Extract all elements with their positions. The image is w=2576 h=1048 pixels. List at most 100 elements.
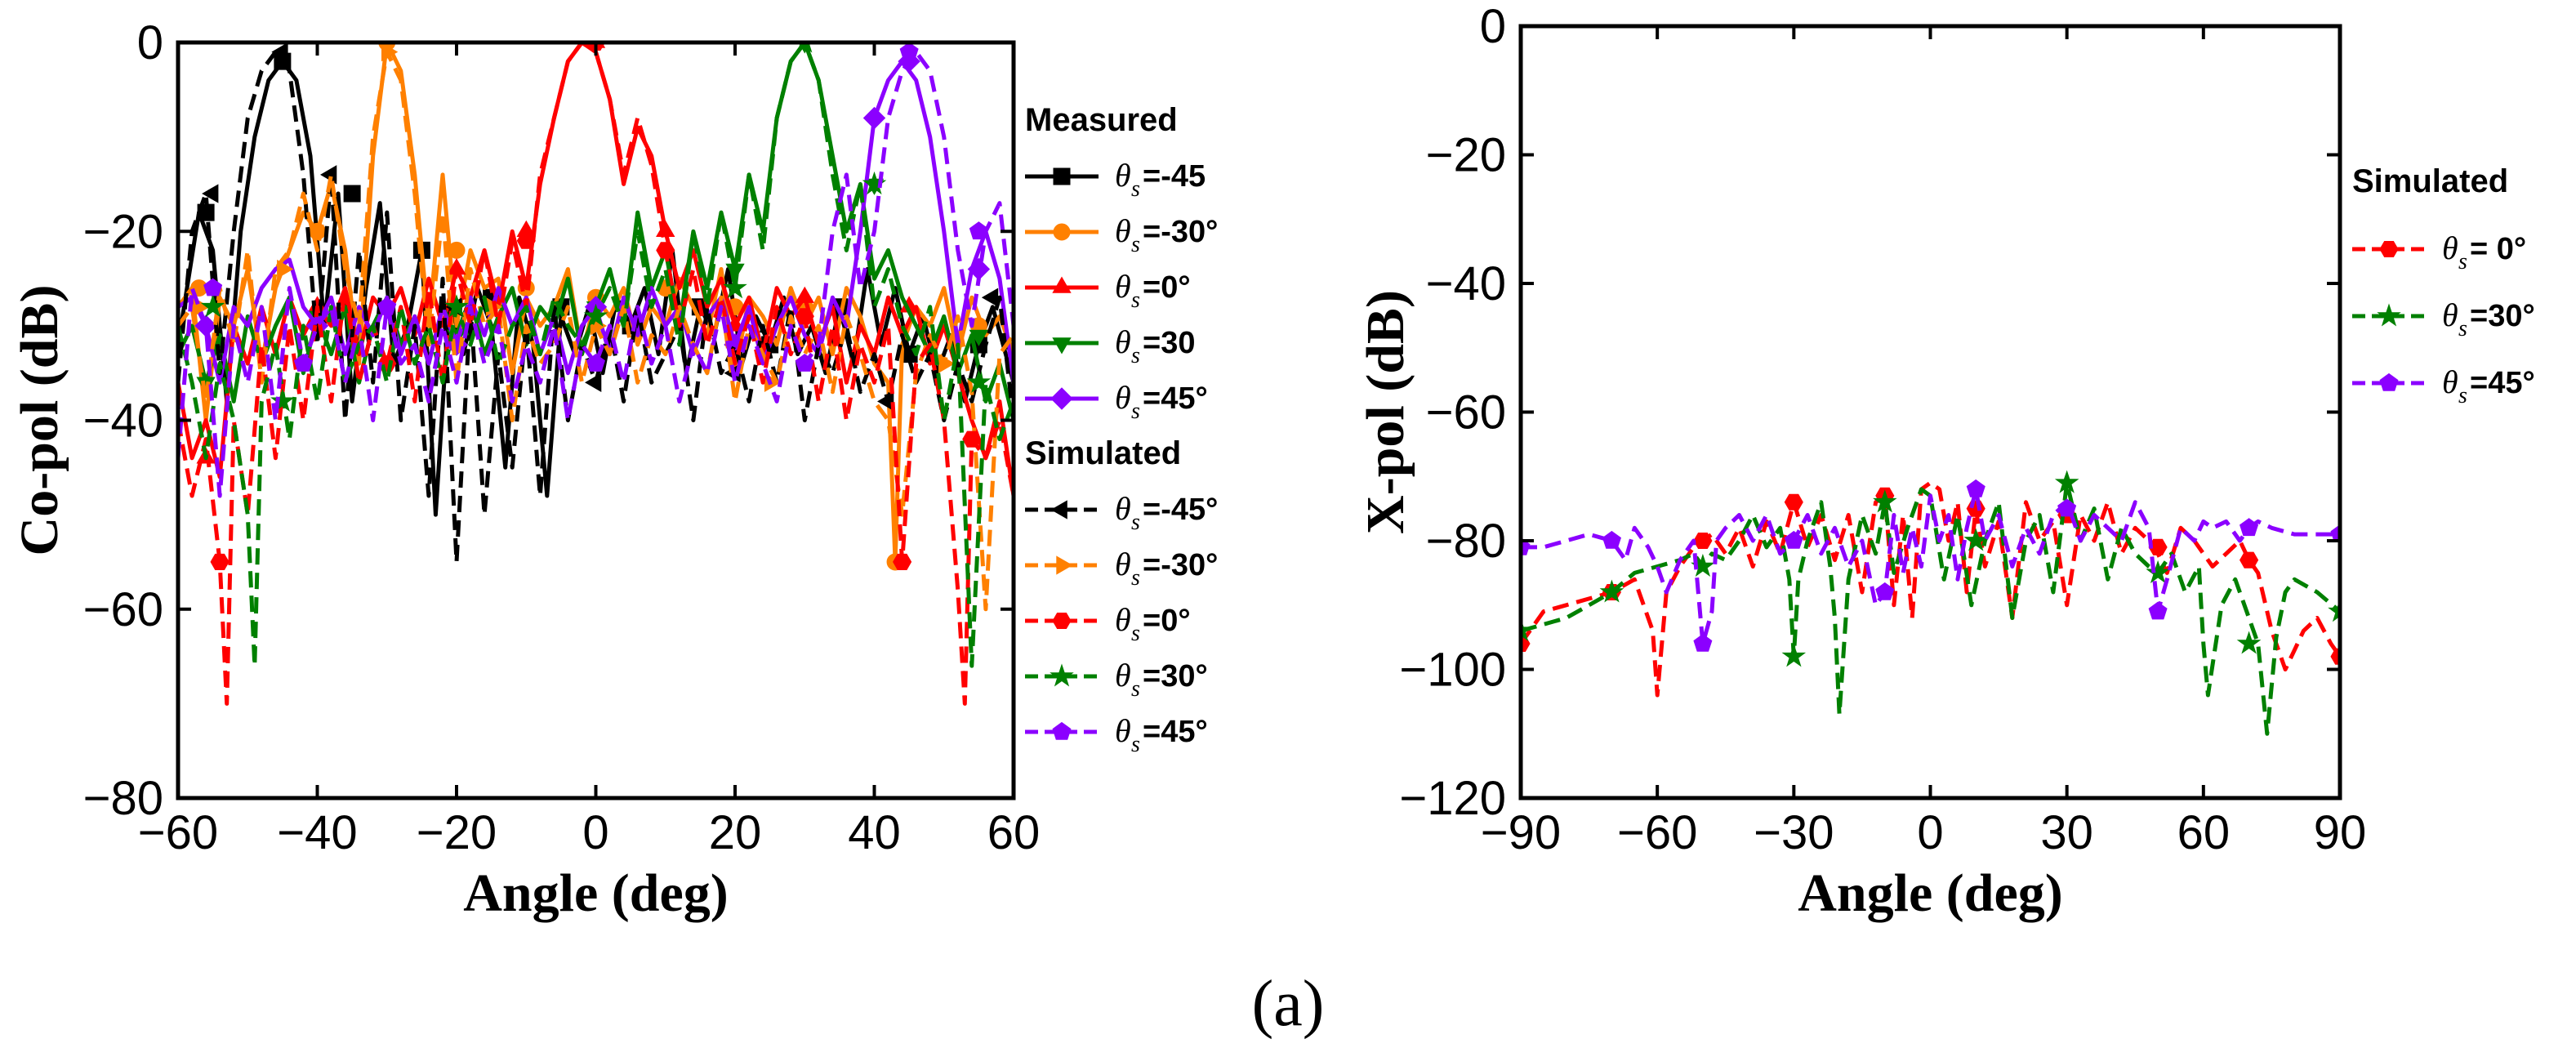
legend-title: Measured: [1025, 102, 1178, 138]
data-marker: [981, 288, 999, 307]
legend-marker: [2377, 303, 2401, 327]
legend-label: =-30°: [1143, 548, 1218, 582]
data-marker: [1966, 500, 1985, 517]
x-tick-label: 30: [2040, 806, 2093, 859]
y-tick-label: 0: [137, 16, 163, 69]
series-line-8: [178, 42, 1014, 668]
data-marker: [586, 353, 605, 372]
data-marker: [210, 553, 230, 570]
legend-symbol: θ: [1115, 601, 1131, 638]
legend-marker: [2379, 372, 2399, 391]
legend-marker: [1052, 337, 1072, 355]
legend-label: =-45°: [1143, 493, 1218, 527]
legend-label: = 0°: [2470, 232, 2526, 266]
legend-symbol: θ: [1115, 323, 1131, 360]
legend-item: θ s =0°: [1025, 601, 1191, 646]
legend-item: θ s =-30°: [1025, 546, 1218, 591]
legend-label: =45°: [1143, 715, 1208, 749]
legend-symbol: θ: [1115, 546, 1131, 582]
legend-label: =30°: [2470, 299, 2535, 333]
data-marker: [584, 372, 602, 392]
legend-symbol: θ: [1115, 379, 1131, 416]
legend-item: θ s =-30°: [1025, 212, 1218, 257]
data-marker: [962, 430, 982, 448]
data-marker: [381, 42, 399, 62]
data-marker: [1875, 582, 1895, 600]
legend-item: θ s =45°: [1025, 712, 1208, 757]
legend-marker: [1050, 500, 1067, 520]
xpol-chart: −90 −60 −30 0 30 60 90 0 −20 −40 −60 −80 −100 −120 Ang…: [1356, 0, 2535, 923]
legend-subscript: s: [1131, 343, 1140, 368]
legend-marker: [1056, 555, 1073, 575]
data-marker: [203, 278, 223, 297]
data-marker: [893, 553, 912, 570]
legend-marker: [1053, 223, 1071, 241]
data-marker: [1693, 633, 1713, 652]
x-tick-label: 60: [987, 806, 1041, 859]
legend-label: =45°: [2470, 366, 2535, 400]
y-tick-label: −20: [1426, 129, 1506, 182]
data-marker: [277, 259, 294, 279]
data-marker: [2057, 498, 2077, 517]
data-marker: [270, 388, 295, 412]
legend-symbol: θ: [2442, 297, 2458, 333]
legend-item: θ s =30°: [1025, 657, 1208, 702]
legend-subscript: s: [2458, 249, 2467, 274]
legend-symbol: θ: [2442, 230, 2458, 266]
legend-marker: [1050, 387, 1073, 410]
y-tick-label: −20: [83, 205, 163, 258]
data-marker: [200, 294, 225, 318]
data-marker: [2328, 599, 2340, 622]
x-tick-label: −30: [1754, 806, 1834, 859]
legend-symbol: θ: [1115, 712, 1131, 749]
legend-subscript: s: [1131, 399, 1140, 424]
series-line-2: [1521, 487, 2340, 646]
legend-symbol: θ: [1115, 268, 1131, 305]
legend-label: =-30°: [1143, 215, 1218, 249]
x-tick-label: 60: [2177, 806, 2231, 859]
x-tick-label: −90: [1481, 806, 1561, 859]
data-marker: [271, 42, 288, 62]
data-marker: [377, 297, 397, 315]
data-marker: [797, 42, 813, 53]
data-marker: [2330, 648, 2340, 665]
data-marker: [723, 275, 747, 299]
legend-marker: [2379, 241, 2399, 257]
x-tick-label: −60: [138, 806, 218, 859]
legend-symbol: θ: [1115, 212, 1131, 249]
legend-marker: [1052, 276, 1072, 293]
data-marker: [583, 303, 608, 327]
legend-label: =0°: [1143, 270, 1191, 305]
data-marker: [1781, 644, 1807, 667]
data-marker: [899, 42, 919, 60]
data-marker: [656, 242, 675, 259]
y-tick-label: 0: [1480, 0, 1506, 53]
x-tick-label: 40: [848, 806, 901, 859]
data-marker: [1873, 489, 1897, 513]
legend-title: Simulated: [1025, 435, 1181, 471]
data-marker: [1966, 479, 1985, 497]
data-marker: [795, 353, 814, 372]
x-tick-label: 90: [2314, 806, 2367, 859]
legend-label: =30°: [1143, 659, 1208, 693]
data-marker: [876, 391, 894, 412]
x-tick-label: 0: [1917, 806, 1943, 859]
data-marker: [1784, 493, 1803, 511]
legend-subscript: s: [1131, 176, 1140, 202]
data-marker: [1693, 533, 1713, 549]
data-marker: [2240, 518, 2259, 537]
series-line-9: [178, 50, 1014, 498]
legend-label: =-45: [1143, 159, 1206, 194]
data-marker: [516, 232, 536, 249]
data-marker: [1521, 618, 1533, 641]
series-line-0: [178, 59, 1014, 517]
data-marker: [202, 184, 219, 203]
series-line-0: [1521, 480, 2340, 698]
legend-marker: [1050, 663, 1074, 687]
data-marker: [2148, 601, 2168, 620]
data-marker: [862, 106, 886, 130]
data-marker: [966, 369, 992, 393]
data-marker: [2146, 560, 2170, 583]
legend-item: θ s = 0°: [2352, 230, 2526, 274]
